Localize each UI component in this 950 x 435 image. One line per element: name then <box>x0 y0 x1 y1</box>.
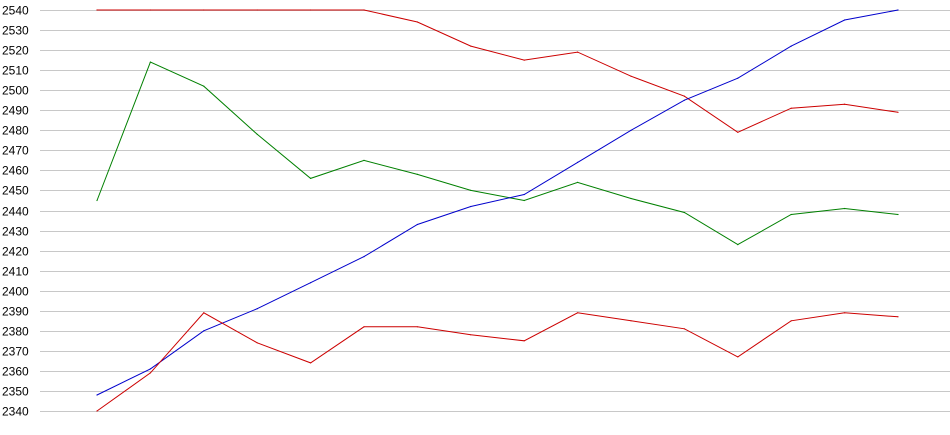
data-point <box>256 9 258 11</box>
data-point <box>470 205 472 208</box>
data-point <box>470 45 472 47</box>
y-tick-label: 2490 <box>2 104 29 118</box>
y-tick-label: 2520 <box>2 44 29 58</box>
data-point <box>363 256 365 258</box>
grid <box>40 10 950 412</box>
y-tick-label: 2430 <box>2 225 29 239</box>
y-tick-label: 2500 <box>2 84 29 98</box>
data-point <box>96 410 98 412</box>
data-point <box>363 326 365 328</box>
data-point <box>416 173 418 175</box>
series-1 <box>96 9 899 133</box>
data-point <box>310 282 312 284</box>
data-point <box>737 356 739 358</box>
data-point <box>630 129 632 131</box>
y-tick-label: 2470 <box>2 144 29 158</box>
data-point <box>416 223 418 226</box>
data-point <box>630 320 632 322</box>
data-point <box>630 197 632 200</box>
series-line <box>97 9 899 133</box>
data-point <box>577 161 579 163</box>
y-tick-label: 2540 <box>2 4 29 18</box>
data-point <box>96 9 98 11</box>
data-point <box>96 394 98 396</box>
data-point <box>203 9 205 11</box>
series-line <box>96 312 899 412</box>
data-point <box>416 21 418 23</box>
data-point <box>790 320 792 322</box>
series-line <box>96 61 899 246</box>
data-point <box>310 362 312 364</box>
series-lines <box>96 9 899 412</box>
data-point <box>577 51 579 53</box>
y-tick-label: 2340 <box>2 405 29 419</box>
data-point <box>737 131 739 133</box>
data-point <box>470 189 472 191</box>
data-point <box>577 312 579 314</box>
data-point <box>149 368 151 370</box>
y-tick-label: 2530 <box>2 24 29 38</box>
data-point <box>790 213 792 216</box>
data-point <box>203 312 205 314</box>
data-point <box>310 9 312 11</box>
series-4 <box>96 312 899 412</box>
data-point <box>683 95 686 97</box>
data-point <box>363 9 365 11</box>
y-tick-label: 2510 <box>2 64 29 78</box>
data-point <box>844 207 846 210</box>
data-point <box>897 213 899 216</box>
y-tick-label: 2390 <box>2 305 29 319</box>
data-point <box>790 107 792 109</box>
y-tick-label: 2440 <box>2 205 29 219</box>
data-point <box>844 312 846 314</box>
y-tick-label: 2370 <box>2 345 29 359</box>
data-point <box>363 159 365 161</box>
y-tick-label: 2350 <box>2 385 29 399</box>
data-point <box>256 342 258 344</box>
y-tick-label: 2410 <box>2 265 29 279</box>
data-point <box>256 308 258 310</box>
data-point <box>630 75 632 77</box>
data-point <box>523 193 525 196</box>
y-tick-label: 2460 <box>2 164 29 178</box>
data-point <box>683 328 686 330</box>
data-point <box>310 177 312 179</box>
y-tick-label: 2380 <box>2 325 29 339</box>
data-point <box>897 316 899 318</box>
series-3 <box>96 9 899 396</box>
data-point <box>203 330 205 332</box>
data-point <box>203 85 205 87</box>
data-point <box>683 99 686 101</box>
data-point <box>790 45 792 47</box>
data-point <box>737 244 739 246</box>
series-2 <box>96 61 899 246</box>
series-line <box>96 9 899 396</box>
data-point <box>897 111 899 113</box>
data-point <box>149 61 151 63</box>
data-point <box>416 326 418 328</box>
data-point <box>149 9 151 11</box>
data-point <box>256 133 258 135</box>
y-tick-label: 2480 <box>2 124 29 138</box>
data-point <box>577 181 579 183</box>
y-tick-label: 2400 <box>2 285 29 299</box>
data-point <box>844 103 846 105</box>
data-point <box>149 372 151 374</box>
data-point <box>96 199 98 202</box>
data-point <box>737 77 739 79</box>
y-tick-label: 2450 <box>2 184 29 198</box>
data-point <box>523 59 525 61</box>
data-point <box>523 340 525 342</box>
y-tick-label: 2420 <box>2 245 29 259</box>
data-point <box>844 19 846 21</box>
data-point <box>897 9 899 11</box>
data-point <box>470 334 472 336</box>
data-point <box>683 211 686 214</box>
data-point <box>523 199 525 202</box>
y-tick-label: 2360 <box>2 365 29 379</box>
y-axis-tick-labels: 2540 2530 2520 2510 2500 2490 2480 2470 2460 2450… <box>2 4 29 419</box>
